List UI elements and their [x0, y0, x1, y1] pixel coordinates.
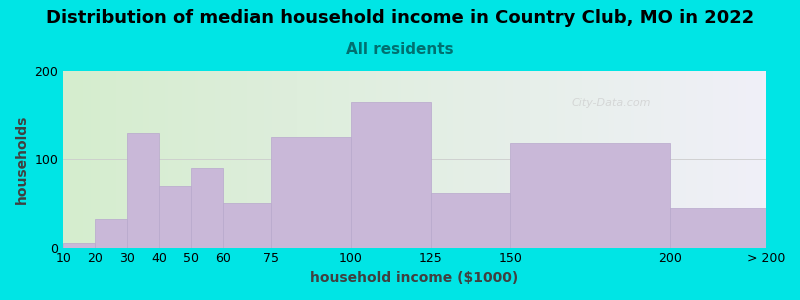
Bar — [271, 137, 350, 247]
Text: Distribution of median household income in Country Club, MO in 2022: Distribution of median household income … — [46, 9, 754, 27]
Text: City-Data.com: City-Data.com — [571, 98, 651, 108]
Bar — [350, 102, 430, 248]
Bar — [670, 208, 766, 247]
Bar — [127, 133, 159, 248]
Bar — [430, 193, 510, 248]
Bar — [63, 243, 95, 247]
X-axis label: household income ($1000): household income ($1000) — [310, 271, 518, 285]
Bar — [191, 168, 223, 248]
Y-axis label: households: households — [15, 115, 29, 204]
Bar — [223, 203, 271, 247]
Text: All residents: All residents — [346, 42, 454, 57]
Bar — [159, 186, 191, 247]
Bar — [95, 219, 127, 247]
Bar — [510, 143, 670, 248]
